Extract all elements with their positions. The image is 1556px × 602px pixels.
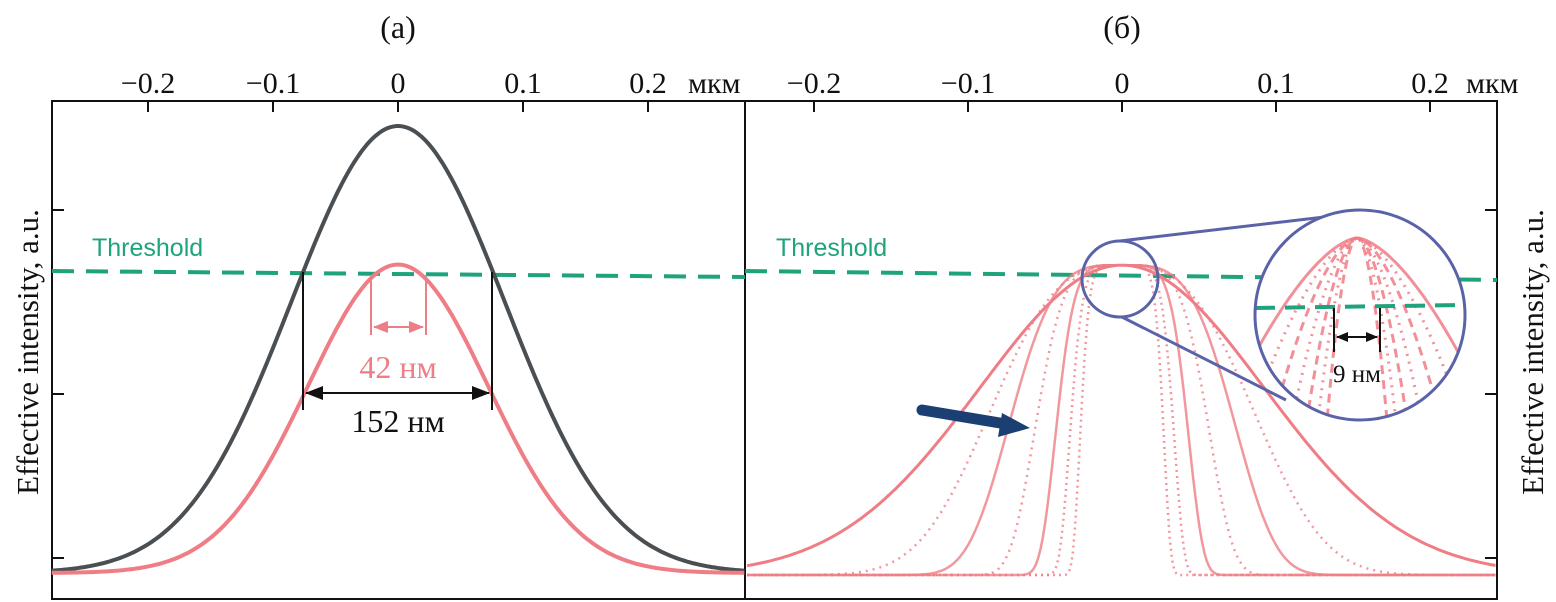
panel-label-a: (а) xyxy=(380,9,416,45)
panel-label-b: (б) xyxy=(1103,9,1141,45)
inset-threshold-line xyxy=(1255,303,1465,310)
inset-curve-4 xyxy=(1274,236,1440,420)
curve-black xyxy=(51,124,745,573)
x-tick-label-a: 0.2 xyxy=(629,67,667,100)
inset-circle xyxy=(1253,208,1467,422)
annotations-a: 152 нм 42 нм xyxy=(302,272,493,439)
width-label-42: 42 нм xyxy=(359,349,436,385)
y-axis-label-right: Effective intensity, a.u. xyxy=(1515,209,1550,495)
curve-pink xyxy=(51,262,745,575)
y-axis-label-left: Effective intensity, a.u. xyxy=(10,209,45,495)
shift-arrow xyxy=(916,404,1030,437)
plot-frame xyxy=(51,100,1498,600)
curve-b-6 xyxy=(747,263,1496,577)
x-tick-label-a: 0 xyxy=(391,67,406,100)
inset-curve-6 xyxy=(1306,236,1408,420)
width-label-152: 152 нм xyxy=(351,403,444,439)
threshold-line-a xyxy=(51,269,746,279)
zoom-circle xyxy=(1080,239,1160,319)
x-tick-label-a: −0.2 xyxy=(121,67,175,100)
zoom-connector-bottom xyxy=(1121,315,1287,402)
x-unit-a: мкм xyxy=(688,67,741,100)
zoom-connector-top xyxy=(1119,212,1351,243)
inset-circle-bg xyxy=(1255,210,1465,420)
x-tick-label-b: −0.1 xyxy=(941,67,995,100)
threshold-label-b: Threshold xyxy=(776,234,887,262)
x-tick-label-b: −0.2 xyxy=(787,67,841,100)
x-unit-b: мкм xyxy=(1466,67,1519,100)
arrowhead-152-right xyxy=(472,386,490,400)
arrowhead-42-left xyxy=(373,321,388,333)
x-tick-label-b: 0 xyxy=(1115,67,1130,100)
x-tick-label-a: 0.1 xyxy=(504,67,542,100)
x-tick-label-b: 0.1 xyxy=(1257,67,1295,100)
inset-width-label: 9 нм xyxy=(1333,361,1381,388)
arrowhead-42-right xyxy=(409,321,424,333)
x-tick-label-b: 0.2 xyxy=(1411,67,1449,100)
x-tick-label-a: −0.1 xyxy=(246,67,300,100)
inset-measure xyxy=(1333,308,1381,352)
inset-curve-7 xyxy=(1317,236,1397,420)
inset-curve-2 xyxy=(1255,236,1465,420)
arrowhead-152-left xyxy=(305,386,323,400)
threshold-label-a: Threshold xyxy=(92,234,203,262)
